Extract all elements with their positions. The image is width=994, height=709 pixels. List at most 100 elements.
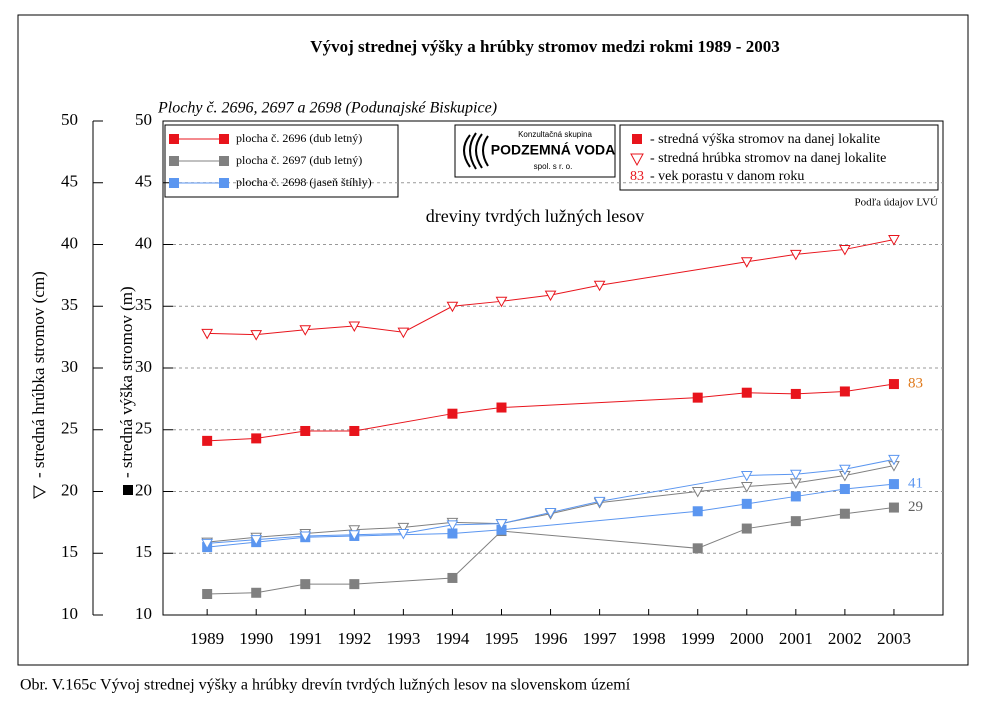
- marker-legend: - stredná výška stromov na danej lokalit…: [619, 124, 939, 191]
- square-symbol: [123, 485, 133, 495]
- y-tick-label: 35: [61, 295, 78, 314]
- y-tick-label: 50: [135, 110, 152, 129]
- marker: [839, 484, 850, 495]
- marker: [251, 433, 262, 444]
- logo-top: Konzultačná skupina: [518, 130, 592, 139]
- marker: [219, 178, 229, 188]
- end-label: 83: [908, 375, 923, 391]
- x-tick-label: 1991: [288, 629, 322, 648]
- legend-triangle: [630, 153, 644, 167]
- marker: [202, 589, 213, 600]
- marker: [169, 156, 179, 166]
- marker: [169, 134, 179, 144]
- marker: [740, 482, 753, 493]
- y-tick-label: 10: [135, 604, 152, 623]
- marker: [397, 522, 410, 534]
- end-label: 29: [908, 499, 923, 515]
- series-line: [207, 465, 895, 543]
- marker: [348, 321, 361, 333]
- legend-label: plocha č. 2697 (dub letný): [236, 153, 362, 167]
- y-label-right: - stredná výška stromov (m): [117, 286, 136, 495]
- x-tick-label: 2000: [730, 629, 764, 648]
- marker: [888, 479, 899, 490]
- marker: [348, 530, 361, 541]
- logo-box: [454, 124, 616, 178]
- marker: [740, 257, 753, 268]
- y-tick-label: 45: [135, 172, 152, 191]
- marker: [888, 454, 900, 466]
- marker: [447, 528, 458, 539]
- marker: [888, 235, 900, 246]
- legend-text: - vek porastu v danom roku: [650, 169, 804, 184]
- x-tick-label: 1996: [534, 629, 568, 648]
- marker: [201, 328, 214, 340]
- y-tick-label: 25: [61, 419, 78, 438]
- marker: [299, 325, 312, 336]
- legend-square: [632, 134, 642, 144]
- marker: [692, 543, 703, 554]
- marker: [544, 507, 557, 519]
- marker: [839, 244, 851, 256]
- marker: [349, 579, 360, 590]
- marker: [888, 502, 899, 513]
- chart-title: Vývoj strednej výšky a hrúbky stromov me…: [310, 37, 779, 56]
- legend-box: [619, 124, 939, 191]
- x-tick-label: 1992: [337, 629, 371, 648]
- logo: Konzultačná skupina PODZEMNÁ VODA spol. …: [454, 124, 616, 178]
- marker: [790, 388, 801, 399]
- x-tick-label: 1993: [386, 629, 420, 648]
- marker: [839, 386, 850, 397]
- y-label-left: - stredná hrúbka stromov (cm): [29, 271, 48, 499]
- marker: [495, 519, 508, 530]
- caption: Obr. V.165c Vývoj strednej výšky a hrúbk…: [20, 677, 631, 694]
- x-tick-label: 1994: [435, 629, 470, 648]
- y-tick-label: 25: [135, 419, 152, 438]
- x-tick-label: 2002: [828, 629, 862, 648]
- y-tick-label: 20: [61, 480, 78, 499]
- marker: [300, 579, 311, 590]
- marker: [446, 520, 459, 531]
- y-tick-label: 15: [135, 542, 152, 561]
- y-tick-label: 35: [135, 295, 152, 314]
- marker: [593, 280, 606, 292]
- y-tick-label: 50: [61, 110, 78, 129]
- legend-label: plocha č. 2696 (dub letný): [236, 131, 362, 145]
- marker: [219, 134, 229, 144]
- subtitle: Plochy č. 2696, 2697 a 2698 (Podunajské …: [157, 100, 497, 117]
- logo-bottom: spol. s r. o.: [534, 162, 573, 171]
- marker: [250, 535, 263, 546]
- logo-icon: [463, 132, 489, 170]
- y-tick-label: 45: [61, 172, 78, 191]
- x-tick-label: 1998: [632, 629, 666, 648]
- y-tick-label: 40: [135, 233, 152, 252]
- logo-name: PODZEMNÁ VODA: [491, 142, 615, 158]
- marker: [201, 538, 214, 550]
- series-line: [207, 239, 895, 336]
- marker: [397, 528, 410, 540]
- marker: [299, 531, 312, 542]
- marker: [300, 425, 311, 436]
- x-tick-label: 1989: [190, 629, 224, 648]
- marker: [790, 516, 801, 527]
- marker: [446, 301, 459, 313]
- x-tick-label: 1997: [583, 629, 618, 648]
- marker: [447, 408, 458, 419]
- marker: [692, 506, 703, 517]
- y-tick-label: 15: [61, 542, 78, 561]
- y-tick-label: 10: [61, 604, 78, 623]
- marker: [202, 435, 213, 446]
- marker: [888, 379, 899, 390]
- marker: [496, 524, 507, 535]
- marker: [593, 496, 606, 508]
- y-tick-label: 30: [61, 357, 78, 376]
- y-axis-label: - stredná hrúbka stromov (cm): [29, 271, 48, 478]
- marker: [741, 387, 752, 398]
- y-tick-label: 40: [61, 233, 78, 252]
- source: Podľa údajov LVÚ: [854, 197, 938, 209]
- legend-text: - stredná hrúbka stromov na danej lokali…: [650, 151, 886, 166]
- marker: [839, 464, 851, 476]
- x-tick-label: 1999: [681, 629, 715, 648]
- marker: [349, 425, 360, 436]
